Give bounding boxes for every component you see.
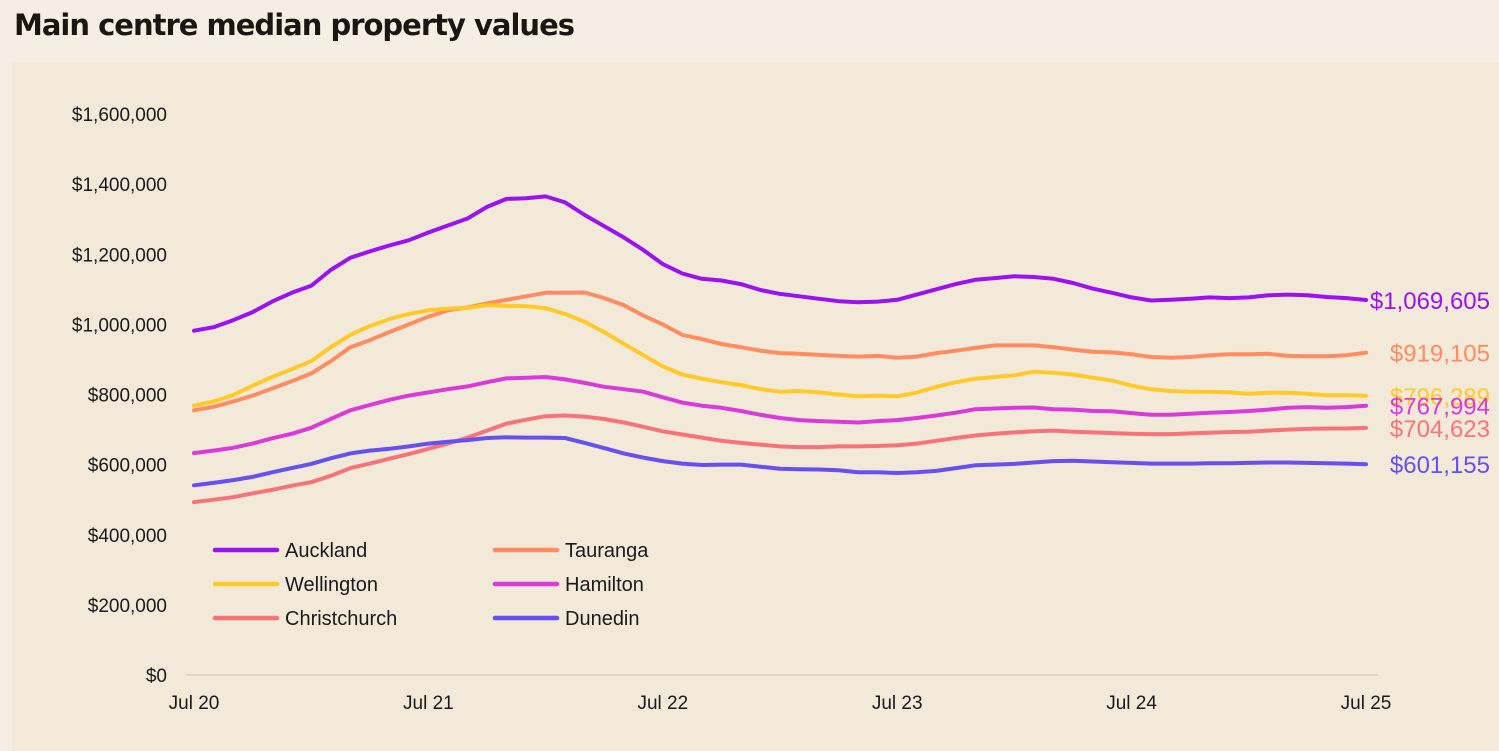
end-label-christchurch: $704,623 (1390, 416, 1490, 443)
y-tick-label: $800,000 (88, 386, 167, 407)
legend: Auckland Tauranga Wellington Hamilton Christ… (212, 540, 649, 630)
legend-label-hamilton: Hamilton (565, 574, 644, 596)
x-tick-label: Jul 22 (637, 693, 688, 714)
x-tick-label: Jul 20 (169, 693, 220, 714)
legend-label-auckland: Auckland (285, 540, 367, 562)
end-label-hamilton: $767,994 (1390, 394, 1490, 421)
end-label-layer: $1,069,605 $919,105 $796,289$767,994$704,6… (1370, 288, 1490, 479)
line-chart: $0 $200,000 $400,000 $600,000 $800,000 $1,000… (72, 105, 1490, 714)
chart-panel: $0 $200,000 $400,000 $600,000 $800,000 $1,000… (12, 62, 1499, 751)
legend-label-dunedin: Dunedin (565, 608, 640, 630)
end-label-auckland: $1,069,605 (1370, 288, 1490, 315)
axis-layer: $0 $200,000 $400,000 $600,000 $800,000 $1,000… (72, 105, 1391, 714)
series-line-hamilton (192, 375, 1368, 456)
legend-label-wellington: Wellington (285, 574, 378, 596)
x-tick-label: Jul 21 (403, 693, 454, 714)
y-tick-label: $1,200,000 (72, 245, 167, 266)
series-line-auckland (192, 194, 1368, 333)
series-line-dunedin (192, 435, 1368, 488)
y-tick-label: $200,000 (88, 596, 167, 617)
x-tick-label: Jul 24 (1106, 693, 1157, 714)
series-line-tauranga (192, 290, 1368, 413)
y-tick-label: $400,000 (88, 526, 167, 547)
legend-label-tauranga: Tauranga (565, 540, 649, 562)
y-tick-label: $1,000,000 (72, 315, 167, 336)
y-tick-label: $600,000 (88, 456, 167, 477)
x-tick-label: Jul 25 (1341, 693, 1392, 714)
end-label-tauranga: $919,105 (1390, 341, 1490, 368)
page-title: Main centre median property values (14, 8, 575, 42)
series-layer (192, 194, 1368, 505)
series-line-christchurch (192, 413, 1368, 505)
series-line-wellington (192, 303, 1368, 408)
y-tick-label: $0 (146, 666, 167, 687)
legend-label-christchurch: Christchurch (285, 608, 397, 630)
y-tick-label: $1,600,000 (72, 105, 167, 126)
end-label-wellington: $796,289 (1390, 384, 1490, 411)
end-label-dunedin: $601,155 (1390, 452, 1490, 479)
x-tick-label: Jul 23 (872, 693, 923, 714)
y-tick-label: $1,400,000 (72, 175, 167, 196)
